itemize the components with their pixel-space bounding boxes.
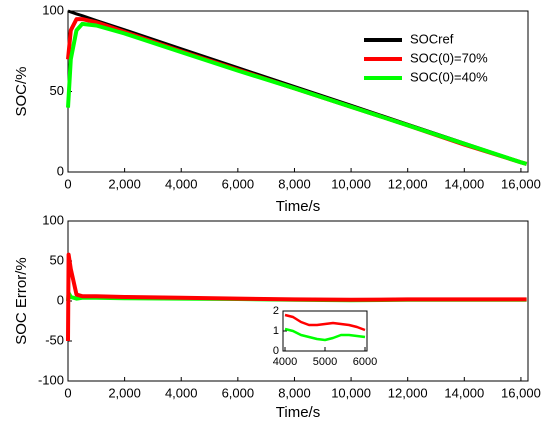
x-tick-label: 5000 (313, 356, 337, 368)
x-tick-label: 6,000 (222, 385, 255, 400)
x-tick-label: 12,000 (388, 176, 428, 191)
x-tick-label: 2,000 (108, 176, 141, 191)
y-axis-label: SOC Error/% (13, 257, 30, 345)
x-tick-label: 14,000 (444, 385, 484, 400)
x-tick-label: 4,000 (165, 176, 198, 191)
x-tick-label: 8,000 (278, 176, 311, 191)
x-axis-label: Time/s (276, 404, 320, 421)
x-tick-label: 16,000 (501, 385, 541, 400)
x-tick-label: 14,000 (444, 176, 484, 191)
x-tick-label: 0 (64, 385, 71, 400)
series-line (284, 327, 366, 342)
y-tick-label: 50 (50, 83, 64, 98)
y-tick-label: 100 (42, 212, 64, 227)
y-tick-label: 0 (57, 292, 64, 307)
series-line (66, 21, 528, 166)
x-tick-label: 4000 (273, 356, 297, 368)
x-tick-label: 6000 (353, 356, 377, 368)
plot-frame (282, 310, 368, 352)
x-tick-label: 2,000 (108, 385, 141, 400)
y-tick-label: 0 (273, 345, 279, 357)
x-tick-label: 10,000 (331, 385, 371, 400)
x-axis-label: Time/s (276, 198, 320, 215)
series-line (66, 252, 527, 342)
x-tick-label: 6,000 (222, 176, 255, 191)
legend-label: SOC(0)=70% (410, 50, 488, 65)
legend-label: SOC(0)=40% (410, 69, 488, 84)
y-tick-label: -50 (45, 332, 64, 347)
x-tick-label: 12,000 (388, 385, 428, 400)
y-tick-label: 1 (273, 325, 279, 337)
series-line (284, 313, 366, 332)
x-tick-label: 16,000 (501, 176, 541, 191)
x-tick-label: 10,000 (331, 176, 371, 191)
x-tick-label: 0 (64, 176, 71, 191)
y-tick-label: 0 (57, 163, 64, 178)
x-tick-label: 4,000 (165, 385, 198, 400)
y-tick-label: 2 (273, 305, 279, 317)
y-tick-label: 100 (42, 2, 64, 17)
legend-label: SOCref (410, 31, 454, 46)
x-tick-label: 8,000 (278, 385, 311, 400)
y-axis-label: SOC/% (13, 66, 30, 116)
y-tick-label: -100 (38, 372, 64, 387)
y-tick-label: 50 (50, 252, 64, 267)
